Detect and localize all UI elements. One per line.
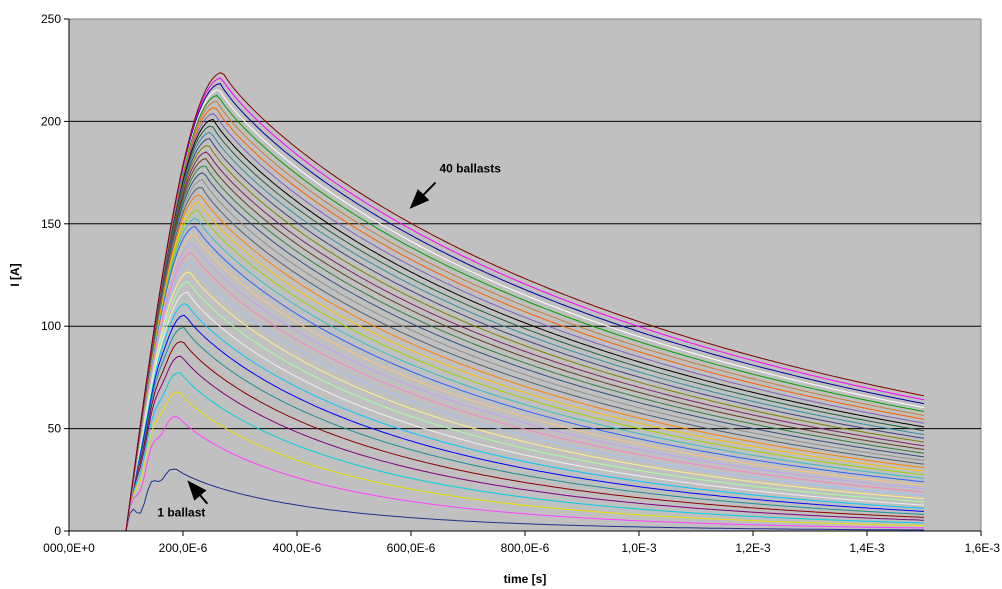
series-line-15 [125,243,925,532]
y-tick-label: 100 [41,319,61,333]
series-line-32 [125,118,925,532]
series-line-29 [125,137,925,532]
series-line-16 [125,234,925,532]
series-line-2 [125,416,925,532]
series-line-33 [125,112,925,532]
series-line-35 [125,100,925,532]
series-line-14 [125,251,925,532]
series-line-31 [125,125,925,532]
series-line-19 [125,209,925,532]
series-line-28 [125,145,925,532]
annotations: 40 ballasts 1 ballast [157,162,501,520]
x-axis-title: time [s] [504,572,547,586]
x-tick-label: 1,4E-3 [849,541,885,555]
series-line-24 [125,172,925,532]
series-line-1 [125,468,924,532]
y-tick-label: 200 [41,114,61,128]
y-tick-label: 150 [41,217,61,231]
series-line-13 [125,261,925,532]
series-line-11 [125,281,925,532]
series-line-37 [125,89,925,532]
y-tick-label: 250 [41,12,61,26]
series-line-8 [125,314,925,532]
series-line-36 [125,94,925,532]
series-line-25 [125,165,925,532]
series-line-17 [125,225,925,532]
series-line-18 [125,217,925,532]
annotation-label: 1 ballast [157,506,205,520]
annotation-arrow [187,480,209,505]
gridlines [69,120,981,430]
series-line-27 [125,151,925,532]
series-line-34 [125,107,925,532]
x-tick-label: 400,0E-6 [273,541,322,555]
y-tick-label: 0 [54,524,61,538]
annotation-label: 40 ballasts [440,162,502,176]
series-line-12 [125,271,925,532]
series-line-26 [125,157,925,532]
x-tick-label: 600,0E-6 [387,541,436,555]
series-line-22 [125,187,925,532]
x-tick-label: 1,0E-3 [621,541,657,555]
series-line-9 [125,303,925,532]
series-line-39 [125,77,925,532]
series-line-6 [125,340,925,532]
axes: 0 50 100 150 200 250 000,0E+0 200,0E-6 400,0E-6 6… [41,12,1000,555]
annotation-arrow [409,181,437,209]
series-line-38 [125,83,925,532]
series-line-20 [125,201,925,532]
x-tick-label: 800,0E-6 [501,541,550,555]
series-line-3 [125,391,925,532]
plot-area [68,18,982,532]
series-line-30 [125,131,925,532]
x-tick-label: 000,0E+0 [43,541,95,555]
x-tick-label: 200,0E-6 [159,541,208,555]
y-tick-label: 50 [48,422,62,436]
x-tick-label: 1,2E-3 [735,541,771,555]
x-tick-label: 1,6E-3 [965,541,1001,555]
series-line-21 [125,194,925,532]
series-line-10 [125,291,925,532]
series-line-5 [125,355,925,532]
series-line-7 [125,327,925,532]
y-axis-title: I [A] [8,263,22,286]
series-layer [125,72,925,532]
series-line-4 [125,372,925,532]
series-line-23 [125,178,925,532]
series-line-40 [125,72,925,532]
